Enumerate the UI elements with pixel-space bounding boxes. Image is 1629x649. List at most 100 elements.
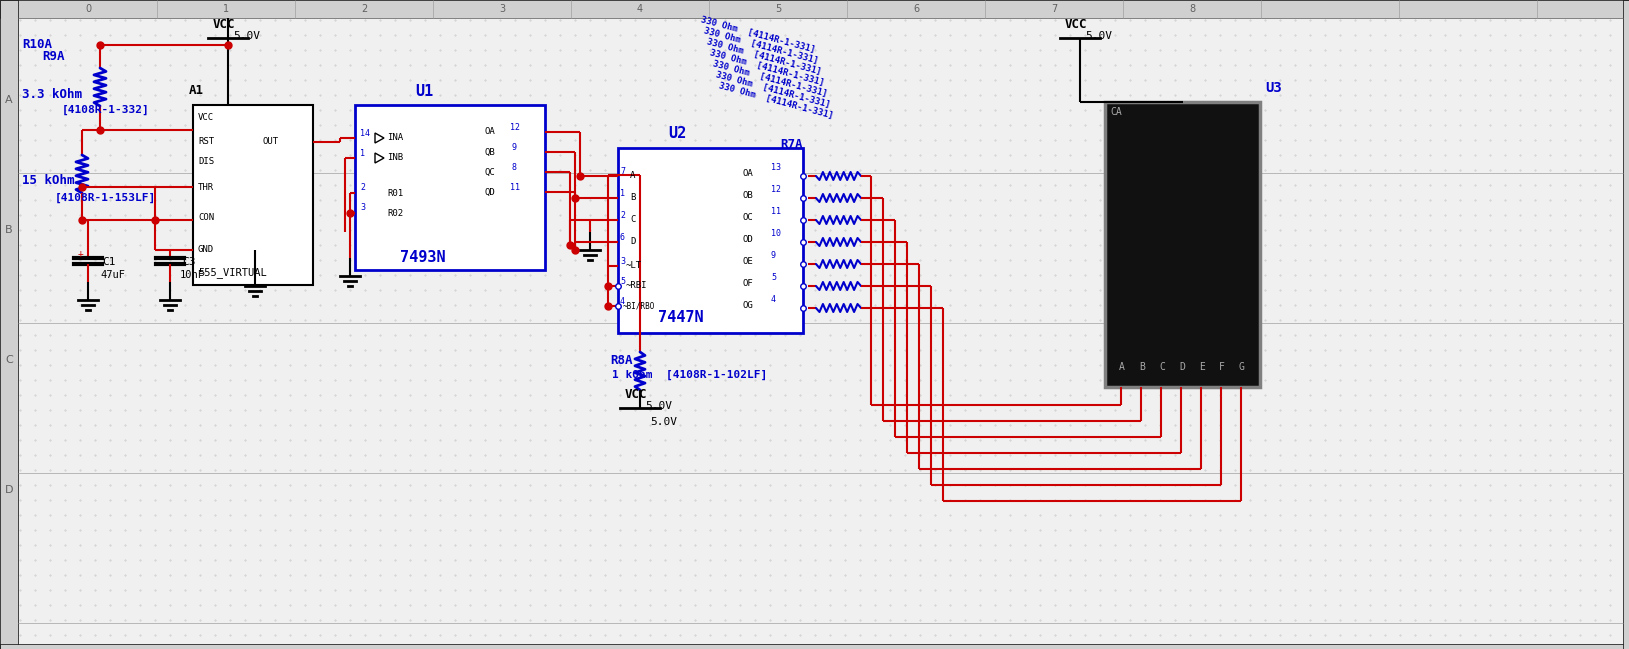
Text: 5.0V: 5.0V bbox=[1085, 31, 1113, 41]
Text: 11: 11 bbox=[510, 182, 520, 191]
Text: 5: 5 bbox=[621, 276, 626, 286]
Text: 1: 1 bbox=[621, 188, 626, 197]
Text: 1 kOhm  [4108R-1-102LF]: 1 kOhm [4108R-1-102LF] bbox=[613, 370, 767, 380]
Text: OB: OB bbox=[743, 191, 754, 199]
Text: 10nF: 10nF bbox=[179, 270, 205, 280]
Text: OUT: OUT bbox=[262, 138, 279, 147]
Text: VCC: VCC bbox=[626, 387, 647, 400]
Text: D: D bbox=[1179, 362, 1184, 372]
Text: 13: 13 bbox=[771, 164, 780, 173]
Text: R9A: R9A bbox=[42, 49, 65, 62]
Text: A: A bbox=[1119, 362, 1126, 372]
Text: 330 Ohm  [4114R-1-331]: 330 Ohm [4114R-1-331] bbox=[718, 81, 834, 121]
Text: 3: 3 bbox=[498, 4, 505, 14]
Bar bbox=[355, 105, 546, 270]
Text: U3: U3 bbox=[1266, 81, 1282, 95]
Text: 5: 5 bbox=[775, 4, 782, 14]
Text: 330 Ohm  [4114R-1-331]: 330 Ohm [4114R-1-331] bbox=[709, 49, 826, 88]
Text: OD: OD bbox=[743, 234, 754, 243]
Bar bbox=[192, 105, 313, 285]
Bar bbox=[617, 148, 803, 333]
Text: B: B bbox=[1139, 362, 1145, 372]
Text: 5: 5 bbox=[771, 273, 775, 282]
Text: C1: C1 bbox=[103, 257, 116, 267]
Text: C3: C3 bbox=[182, 257, 195, 267]
Text: 3: 3 bbox=[360, 204, 365, 212]
Text: 2: 2 bbox=[360, 184, 365, 193]
Text: THR: THR bbox=[199, 182, 213, 191]
Text: 1: 1 bbox=[223, 4, 230, 14]
Text: OG: OG bbox=[743, 300, 754, 310]
Text: B: B bbox=[5, 225, 13, 235]
Bar bbox=[0, 0, 18, 649]
Text: 2: 2 bbox=[621, 210, 626, 219]
Text: 12: 12 bbox=[771, 186, 780, 195]
Text: C: C bbox=[630, 215, 635, 225]
Text: R10A: R10A bbox=[23, 38, 52, 51]
Text: 5.0V: 5.0V bbox=[645, 401, 673, 411]
Text: INA: INA bbox=[388, 134, 402, 143]
Text: R7A: R7A bbox=[780, 138, 803, 151]
Text: A: A bbox=[630, 171, 635, 180]
Text: GND: GND bbox=[199, 245, 213, 254]
Text: 4: 4 bbox=[771, 295, 775, 304]
Bar bbox=[1104, 102, 1259, 387]
Text: C: C bbox=[1158, 362, 1165, 372]
Text: CON: CON bbox=[199, 212, 213, 221]
Text: 330 Ohm  [4114R-1-331]: 330 Ohm [4114R-1-331] bbox=[715, 70, 831, 110]
Text: VCC: VCC bbox=[213, 18, 236, 31]
Text: 9: 9 bbox=[771, 252, 775, 260]
Text: 330 Ohm  [4114R-1-331]: 330 Ohm [4114R-1-331] bbox=[704, 27, 819, 66]
Text: 6: 6 bbox=[912, 4, 919, 14]
Text: R02: R02 bbox=[388, 208, 402, 217]
Text: 9: 9 bbox=[512, 143, 516, 151]
Text: CA: CA bbox=[1109, 107, 1122, 117]
Text: A1: A1 bbox=[189, 84, 204, 97]
Text: OA: OA bbox=[743, 169, 754, 177]
Text: RST: RST bbox=[199, 138, 213, 147]
Text: INB: INB bbox=[388, 154, 402, 162]
Text: 8: 8 bbox=[1189, 4, 1196, 14]
Text: [4108R-1-153LF]: [4108R-1-153LF] bbox=[55, 193, 156, 203]
Text: QB: QB bbox=[485, 147, 495, 156]
Text: R01: R01 bbox=[388, 188, 402, 197]
Text: U2: U2 bbox=[668, 127, 686, 141]
Text: 3: 3 bbox=[621, 256, 626, 265]
Text: 10: 10 bbox=[771, 230, 780, 238]
Text: A: A bbox=[5, 95, 13, 105]
Text: 6: 6 bbox=[621, 232, 626, 241]
Text: 47uF: 47uF bbox=[99, 270, 125, 280]
Text: 555_VIRTUAL: 555_VIRTUAL bbox=[199, 267, 267, 278]
Text: 11: 11 bbox=[771, 208, 780, 217]
Text: 330 Ohm  [4114R-1-331]: 330 Ohm [4114R-1-331] bbox=[705, 38, 823, 77]
Bar bbox=[1622, 0, 1629, 649]
Text: 8: 8 bbox=[512, 162, 516, 171]
Text: R8A: R8A bbox=[609, 354, 632, 367]
Text: G: G bbox=[1240, 362, 1245, 372]
Text: 7493N: 7493N bbox=[401, 249, 446, 265]
Text: OF: OF bbox=[743, 278, 754, 288]
Text: 7447N: 7447N bbox=[658, 310, 704, 326]
Text: 14: 14 bbox=[360, 129, 370, 138]
Text: OE: OE bbox=[743, 256, 754, 265]
Text: 5.0V: 5.0V bbox=[233, 31, 261, 41]
Text: 330 Ohm  [4114R-1-331]: 330 Ohm [4114R-1-331] bbox=[712, 59, 829, 99]
Text: C: C bbox=[5, 355, 13, 365]
Text: F: F bbox=[1218, 362, 1225, 372]
Text: OA: OA bbox=[485, 127, 495, 136]
Text: 7: 7 bbox=[1051, 4, 1057, 14]
Text: E: E bbox=[1199, 362, 1205, 372]
Text: DIS: DIS bbox=[199, 158, 213, 167]
Text: B: B bbox=[630, 193, 635, 202]
Text: [4108R-1-332]: [4108R-1-332] bbox=[62, 105, 150, 115]
Text: 2: 2 bbox=[362, 4, 367, 14]
Text: ~LT: ~LT bbox=[626, 262, 642, 271]
Text: 330 Ohm  [4114R-1-331]: 330 Ohm [4114R-1-331] bbox=[700, 16, 816, 55]
Text: VCC: VCC bbox=[199, 112, 213, 121]
Text: 3.3 kOhm: 3.3 kOhm bbox=[23, 88, 81, 101]
Text: 4: 4 bbox=[637, 4, 643, 14]
Text: +: + bbox=[78, 249, 83, 259]
Text: ~RBI: ~RBI bbox=[626, 282, 647, 291]
Text: D: D bbox=[630, 238, 635, 247]
Bar bbox=[0, 644, 1629, 649]
